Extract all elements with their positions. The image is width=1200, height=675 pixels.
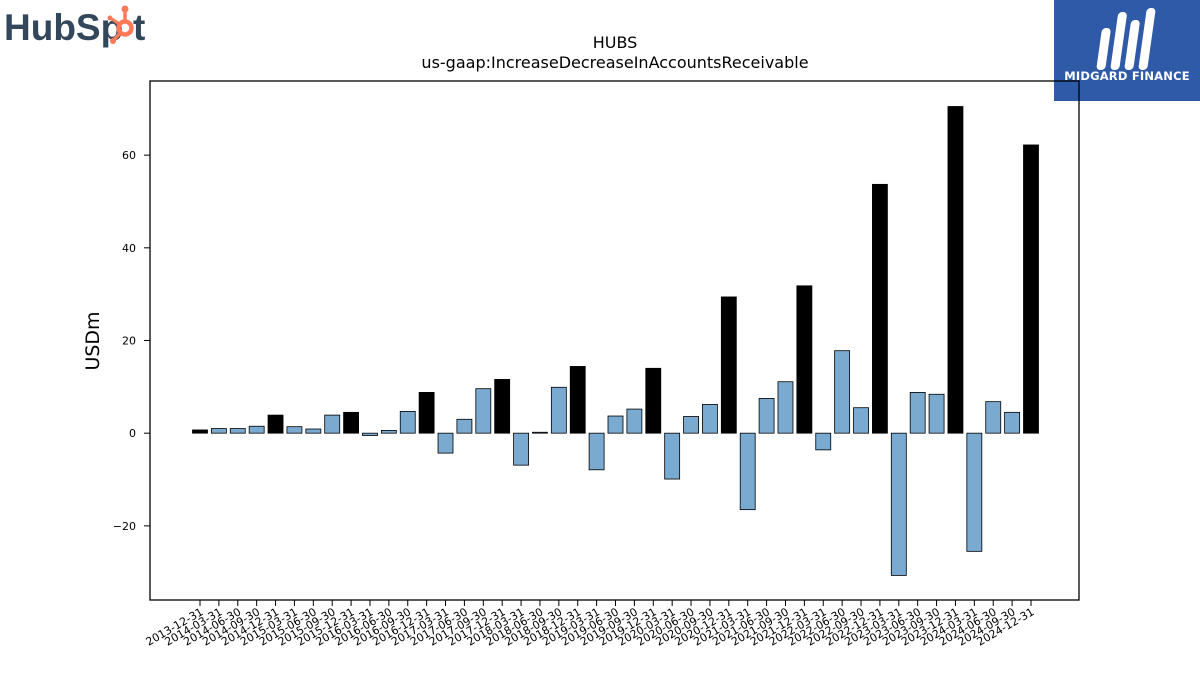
bar-2023-09-30 [928,393,945,434]
midgard-logo-text: MIDGARD FINANCE [1064,69,1190,83]
bar-2016-03-31 [362,432,378,436]
y-tick-label: 40 [122,242,136,255]
svg-text:HubSp: HubSp [4,7,123,48]
bar-2015-09-30 [324,414,341,434]
y-tick-label: 60 [122,149,136,162]
sprocket-icon [107,5,134,44]
bar-2024-03-31 [966,432,983,552]
chart-title: HUBS [593,33,638,52]
bar-2019-09-30 [626,408,643,434]
bar-2017-09-30 [475,388,492,434]
bar-2020-12-31 [720,296,737,434]
y-tick-label: 0 [129,427,136,440]
bar-2021-06-30 [758,398,775,434]
bar-2016-06-30 [380,429,397,434]
bar-2014-06-30 [229,428,246,434]
bar-2024-12-31 [1023,144,1039,434]
bar-2015-12-31 [343,411,359,434]
bar-2013-12-31 [192,429,208,434]
hubspot-logo: HubSp t [4,5,145,48]
bar-2022-03-31 [815,432,832,451]
bar-2016-09-30 [399,410,416,434]
x-axis-ticks: 2013-12-312014-03-312014-06-302014-09-30… [144,600,1037,649]
bar-2021-09-30 [777,381,794,434]
bar-2018-03-31 [513,432,529,466]
bars-group [192,106,1039,576]
bar-2015-03-31 [286,426,303,434]
bar-2017-03-31 [437,432,454,454]
plot-frame [149,80,1080,601]
chart-subtitle: us-gaap:IncreaseDecreaseInAccountsReceiv… [421,53,808,72]
bar-2020-03-31 [664,432,681,480]
bar-2021-03-31 [739,432,756,511]
y-tick-label: 20 [122,335,136,348]
bar-2023-03-31 [890,432,907,576]
bar-2014-09-30 [248,425,265,434]
bar-2017-06-30 [456,418,473,434]
bar-2018-12-31 [569,366,586,434]
bar-2018-09-30 [550,386,567,434]
bar-2016-12-31 [418,391,435,434]
bar-2019-12-31 [645,367,662,434]
y-tick-label: −20 [113,520,136,533]
bar-2020-09-30 [702,404,718,434]
bar-2018-06-30 [532,431,548,434]
bar-2017-12-31 [494,379,511,434]
bar-2022-09-30 [853,407,869,434]
bar-2022-06-30 [834,350,851,434]
bar-2015-06-30 [305,428,322,434]
bar-2023-06-30 [909,391,926,434]
y-axis-label: USDm [82,311,104,370]
midgard-finance-logo: MIDGARD FINANCE [1054,0,1200,101]
bar-2021-12-31 [796,285,813,434]
bar-2014-03-31 [210,428,227,434]
midgard-mark-icon [1096,8,1156,70]
bar-2023-12-31 [947,106,964,434]
svg-text:t: t [133,7,145,48]
bar-2024-06-30 [985,401,1002,434]
y-axis-ticks: −20 0 20 40 60 [113,149,150,533]
bar-2024-09-30 [1004,411,1021,434]
bar-2022-12-31 [872,183,888,434]
bar-2019-03-31 [588,432,605,471]
bar-2020-06-30 [683,416,699,434]
bar-2019-06-30 [607,415,624,434]
bar-2014-12-31 [267,414,284,434]
